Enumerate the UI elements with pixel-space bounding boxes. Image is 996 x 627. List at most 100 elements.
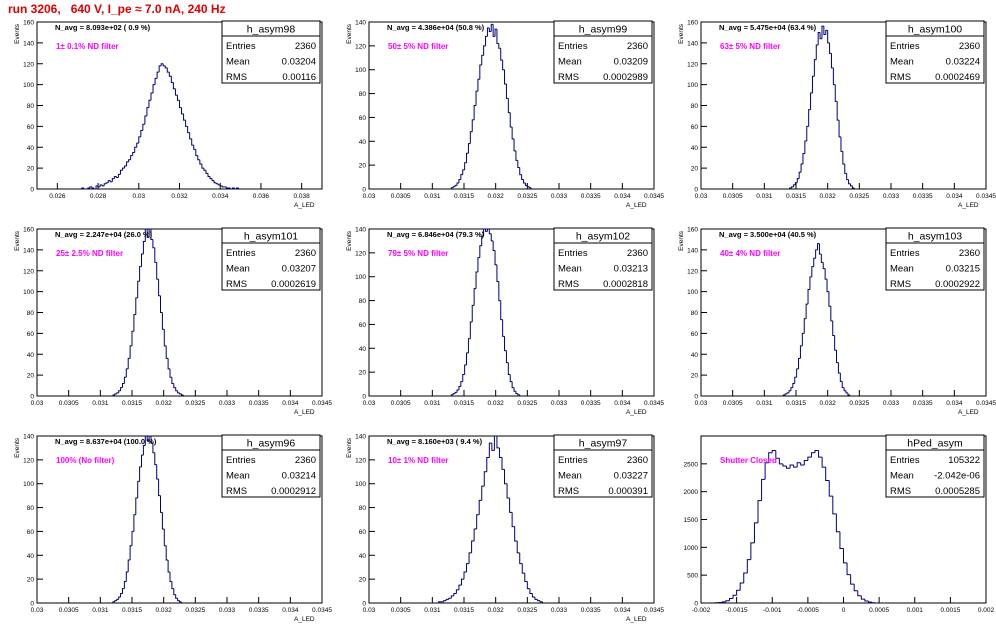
histogram-bin [172, 582, 174, 589]
histogram-bin [831, 53, 833, 68]
histogram-bin [826, 467, 830, 480]
histogram-name: h_asym97 [579, 438, 628, 450]
y-tick-label: 20 [359, 577, 367, 584]
histogram-bin [508, 363, 510, 375]
histogram-bin [518, 160, 520, 167]
x-tick-label: 0.0345 [976, 193, 996, 200]
histogram-bin [801, 463, 805, 465]
histogram-bin [119, 597, 121, 599]
x-tick-label: 0.034 [614, 193, 631, 200]
histogram-bin [525, 573, 528, 581]
histogram-bin [843, 151, 845, 164]
x-tick-label: 0.0335 [913, 400, 933, 407]
stat-label: RMS [890, 72, 911, 83]
x-tick-label: 0.032 [488, 607, 505, 614]
x-tick-label: 0 [842, 607, 846, 614]
histogram-bin [833, 496, 837, 514]
histogram-bin [850, 184, 852, 186]
histogram-bin [830, 43, 832, 53]
histogram-bin [839, 120, 841, 137]
histogram-bin [469, 553, 472, 564]
y-tick-label: 100 [355, 274, 366, 281]
stat-value: 0.0002619 [271, 279, 316, 290]
stat-label: Entries [558, 455, 588, 466]
histogram-bin [121, 593, 123, 597]
y-tick-label: 60 [691, 124, 699, 131]
histogram-bin [819, 244, 821, 254]
histogram-bin [449, 598, 452, 599]
histogram-bin [802, 333, 804, 346]
histogram-bin [456, 590, 459, 594]
x-tick-label: 0.031 [756, 400, 773, 407]
y-tick-label: 160 [23, 227, 34, 234]
y-tick-label: 100 [355, 67, 366, 74]
x-tick-label: 0.0345 [644, 400, 664, 407]
y-tick-label: 60 [27, 124, 35, 131]
histogram-bin [138, 281, 140, 298]
histogram-bin [463, 170, 465, 175]
histogram-bin [754, 523, 758, 543]
x-tick-label: 0.0305 [59, 400, 79, 407]
y-tick-label: 40 [359, 553, 367, 560]
y-tick-label: 120 [355, 457, 366, 464]
y-tick-label: 2000 [684, 489, 699, 496]
y-tick-label: 100 [23, 289, 34, 296]
histogram-bin [128, 560, 130, 572]
histogram-bin [510, 113, 512, 127]
histogram-bin [804, 460, 808, 464]
x-tick-label: 0.0335 [913, 193, 933, 200]
histogram-bin [472, 541, 475, 553]
x-tick-label: 0.0325 [849, 400, 869, 407]
histogram-name: h_asym103 [908, 231, 962, 243]
x-axis-label: A_LED [294, 409, 315, 416]
histogram-bin [455, 185, 457, 186]
stat-value: 0.0002922 [935, 279, 980, 290]
y-tick-label: 100 [23, 82, 34, 89]
y-tick-label: 20 [691, 166, 699, 173]
stat-label: RMS [226, 486, 247, 497]
x-tick-label: 0.03 [363, 607, 376, 614]
y-tick-label: 80 [691, 310, 699, 317]
stat-value: 2360 [295, 41, 316, 52]
stat-value: 2360 [627, 248, 648, 259]
stat-value: 0.03214 [282, 471, 316, 482]
histogram-bin [459, 585, 462, 590]
stat-value: 0.0002818 [603, 279, 648, 290]
x-tick-label: 0.0305 [59, 607, 79, 614]
histogram-bin [516, 391, 518, 393]
stat-value: 0.03207 [282, 264, 316, 275]
stat-value: -2.042e-06 [934, 471, 980, 482]
y-tick-label: 2500 [684, 461, 699, 468]
histogram-bin [737, 590, 741, 595]
histogram-bin [166, 546, 168, 560]
histogram-bin [453, 394, 455, 395]
histogram-bin [126, 369, 128, 377]
histogram-bin [121, 388, 123, 391]
y-tick-label: 140 [687, 247, 698, 254]
x-tick-label: 0.0325 [185, 400, 205, 407]
histogram-bin [142, 455, 144, 467]
histogram-bin [474, 106, 476, 120]
histogram-bin [92, 187, 94, 188]
histogram-bin [168, 358, 170, 368]
y-axis-label: Events [678, 230, 685, 251]
histogram-bin [461, 382, 463, 387]
histogram-bin [868, 601, 872, 602]
histogram-bin [787, 466, 791, 468]
x-tick-label: -0.001 [763, 607, 782, 614]
histogram-bin [124, 377, 126, 383]
histogram-bin [854, 584, 858, 591]
histogram-bin [497, 265, 499, 282]
x-tick-label: 0.031 [424, 400, 441, 407]
x-tick-label: 0.0305 [391, 400, 411, 407]
histogram-name: h_asym101 [244, 231, 298, 243]
histogram-name: h_asym96 [247, 438, 296, 450]
histogram-bin [819, 450, 823, 457]
stat-value: 0.0002989 [603, 72, 648, 83]
histogram-bin [480, 246, 482, 258]
histogram-bin [112, 179, 114, 182]
histogram-bin [104, 184, 106, 186]
y-tick-label: 40 [27, 352, 35, 359]
